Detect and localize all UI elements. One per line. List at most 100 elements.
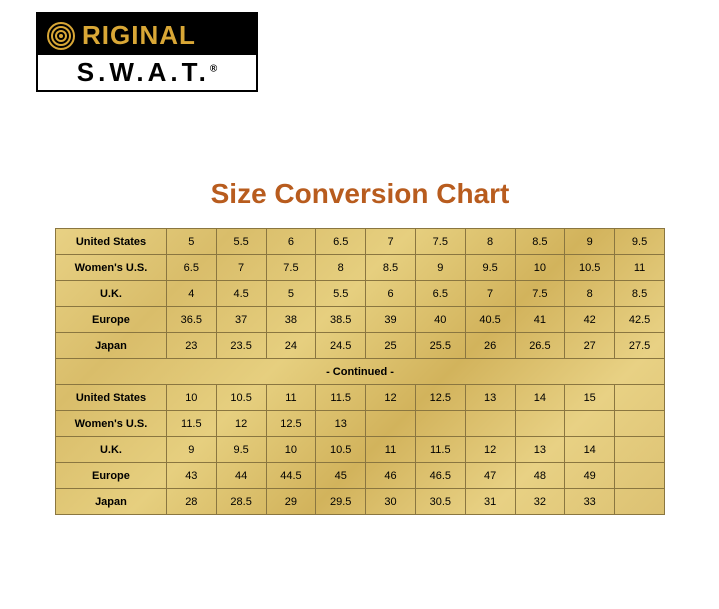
table-row: Women's U.S. 11.5 12 12.5 13 <box>56 411 665 437</box>
table-cell: 6.5 <box>316 229 366 255</box>
table-cell: 10.5 <box>565 255 615 281</box>
table-cell: 8.5 <box>615 281 665 307</box>
table-cell: 7.5 <box>515 281 565 307</box>
size-chart-container: Size Conversion Chart United States 5 5.… <box>55 178 665 515</box>
table-cell: 48 <box>515 463 565 489</box>
table-cell: 8.5 <box>515 229 565 255</box>
row-label: Japan <box>56 489 167 515</box>
table-row: Europe 43 44 44.5 45 46 46.5 47 48 49 <box>56 463 665 489</box>
chart-title: Size Conversion Chart <box>55 178 665 210</box>
table-cell: 47 <box>465 463 515 489</box>
table-cell: 7.5 <box>415 229 465 255</box>
table-cell: 44 <box>216 463 266 489</box>
table-cell: 39 <box>366 307 416 333</box>
table-row: United States 10 10.5 11 11.5 12 12.5 13… <box>56 385 665 411</box>
table-cell: 28.5 <box>216 489 266 515</box>
table-cell: 6 <box>266 229 316 255</box>
table-cell: 6.5 <box>415 281 465 307</box>
table-cell <box>565 411 615 437</box>
table-cell: 7 <box>216 255 266 281</box>
table-cell <box>615 411 665 437</box>
table-cell: 13 <box>465 385 515 411</box>
table-cell: 7.5 <box>266 255 316 281</box>
table-cell: 5.5 <box>216 229 266 255</box>
table-cell: 10.5 <box>316 437 366 463</box>
table-cell: 8 <box>465 229 515 255</box>
table-cell: 25 <box>366 333 416 359</box>
table-cell <box>615 489 665 515</box>
row-label: U.K. <box>56 437 167 463</box>
table-cell: 12.5 <box>415 385 465 411</box>
table-cell: 43 <box>166 463 216 489</box>
table-cell: 8 <box>565 281 615 307</box>
table-cell: 11 <box>366 437 416 463</box>
table-cell: 42 <box>565 307 615 333</box>
table-row: Japan 23 23.5 24 24.5 25 25.5 26 26.5 27… <box>56 333 665 359</box>
table-row: Japan 28 28.5 29 29.5 30 30.5 31 32 33 <box>56 489 665 515</box>
table-cell: 37 <box>216 307 266 333</box>
table-cell: 26.5 <box>515 333 565 359</box>
row-label: Japan <box>56 333 167 359</box>
table-cell: 41 <box>515 307 565 333</box>
table-cell: 38 <box>266 307 316 333</box>
table-cell: 9 <box>565 229 615 255</box>
table-cell: 5 <box>166 229 216 255</box>
table-cell: 7 <box>366 229 416 255</box>
row-label: U.K. <box>56 281 167 307</box>
table-cell: 14 <box>565 437 615 463</box>
table-cell: 9 <box>415 255 465 281</box>
table-cell: 15 <box>565 385 615 411</box>
table-cell: 40 <box>415 307 465 333</box>
bullseye-icon <box>46 21 76 51</box>
table-cell <box>615 385 665 411</box>
table-cell: 10 <box>166 385 216 411</box>
row-label: Women's U.S. <box>56 411 167 437</box>
table-cell: 23.5 <box>216 333 266 359</box>
table-cell: 6 <box>366 281 416 307</box>
table-cell: 4 <box>166 281 216 307</box>
table-cell: 8 <box>316 255 366 281</box>
logo-top-text: RIGINAL <box>82 20 196 51</box>
table-cell <box>615 463 665 489</box>
logo-top-row: RIGINAL <box>38 14 256 55</box>
table-cell: 12 <box>366 385 416 411</box>
table-cell: 24.5 <box>316 333 366 359</box>
table-cell: 9.5 <box>465 255 515 281</box>
table-cell <box>515 411 565 437</box>
table-cell: 23 <box>166 333 216 359</box>
table-cell: 46.5 <box>415 463 465 489</box>
table-cell: 12 <box>465 437 515 463</box>
row-label: Europe <box>56 463 167 489</box>
table-cell: 29 <box>266 489 316 515</box>
table-cell: 11 <box>266 385 316 411</box>
continued-row: - Continued - <box>56 359 665 385</box>
brand-logo: RIGINAL S.W.A.T.® <box>36 12 258 92</box>
table-cell: 5 <box>266 281 316 307</box>
table-cell: 27 <box>565 333 615 359</box>
table-cell: 38.5 <box>316 307 366 333</box>
table-cell: 14 <box>515 385 565 411</box>
table-cell: 7 <box>465 281 515 307</box>
table-cell: 13 <box>316 411 366 437</box>
table-cell: 6.5 <box>166 255 216 281</box>
continued-label: - Continued - <box>56 359 665 385</box>
table-cell: 9 <box>166 437 216 463</box>
table-cell: 24 <box>266 333 316 359</box>
table-cell: 30 <box>366 489 416 515</box>
table-row: Europe 36.5 37 38 38.5 39 40 40.5 41 42 … <box>56 307 665 333</box>
table-row: Women's U.S. 6.5 7 7.5 8 8.5 9 9.5 10 10… <box>56 255 665 281</box>
table-cell: 26 <box>465 333 515 359</box>
table-cell: 40.5 <box>465 307 515 333</box>
logo-bottom-text: S.W.A.T. <box>77 57 210 87</box>
table-cell: 11.5 <box>316 385 366 411</box>
table-cell: 30.5 <box>415 489 465 515</box>
table-cell: 49 <box>565 463 615 489</box>
row-label: United States <box>56 385 167 411</box>
table-cell: 11 <box>615 255 665 281</box>
table-cell: 10 <box>266 437 316 463</box>
table-cell <box>615 437 665 463</box>
table-cell: 13 <box>515 437 565 463</box>
table-cell: 9.5 <box>216 437 266 463</box>
table-row: U.K. 4 4.5 5 5.5 6 6.5 7 7.5 8 8.5 <box>56 281 665 307</box>
table-cell: 4.5 <box>216 281 266 307</box>
